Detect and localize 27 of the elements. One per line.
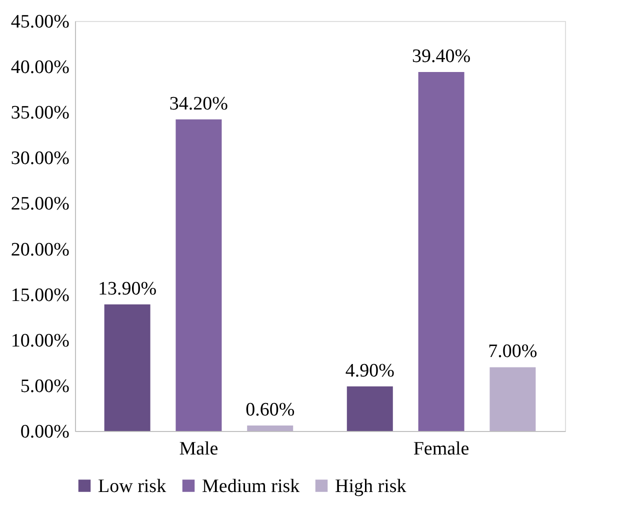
legend-label: Low risk	[98, 476, 167, 497]
bar	[247, 426, 294, 431]
data-label: 34.20%	[169, 93, 228, 114]
y-tick-label: 40.00%	[10, 57, 70, 78]
data-label: 4.90%	[345, 360, 395, 382]
bar	[346, 386, 393, 431]
y-tick-label: 0.00%	[20, 422, 70, 442]
data-label: 7.00%	[488, 341, 538, 362]
x-tick-label: Female	[413, 438, 470, 460]
data-label: 39.40%	[412, 46, 471, 68]
y-tick-label: 30.00%	[10, 148, 70, 170]
data-label: 0.60%	[246, 400, 295, 421]
y-tick-label: 15.00%	[10, 284, 70, 306]
data-label: 13.90%	[98, 278, 157, 300]
legend-label: High risk	[335, 476, 407, 497]
legend-label: Medium risk	[202, 476, 300, 497]
y-tick-label: 5.00%	[20, 376, 70, 397]
bar	[418, 72, 464, 431]
y-tick-label: 25.00%	[10, 194, 70, 215]
y-tick-label: 45.00%	[10, 12, 70, 32]
bar	[176, 119, 222, 431]
y-tick-label: 10.00%	[10, 330, 70, 352]
bar	[104, 304, 150, 431]
y-tick-label: 35.00%	[10, 102, 70, 124]
x-tick-label: Male	[179, 438, 218, 460]
bar	[490, 367, 536, 431]
y-tick-label: 20.00%	[10, 239, 70, 260]
